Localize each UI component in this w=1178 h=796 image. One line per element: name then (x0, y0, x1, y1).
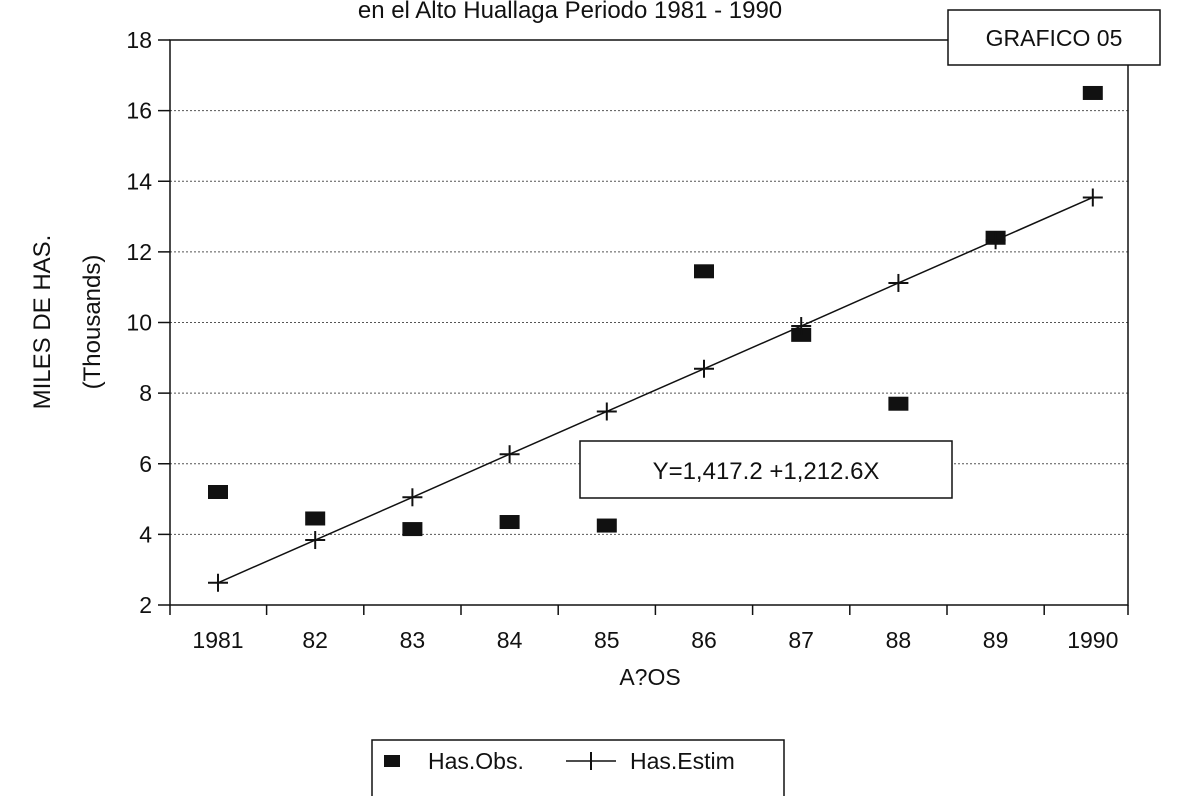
badge-label: GRAFICO 05 (986, 25, 1123, 51)
legend-label-obs: Has.Obs. (428, 748, 524, 774)
y-tick-label: 2 (139, 592, 152, 618)
y-tick-label: 14 (126, 168, 152, 194)
estim-point (694, 359, 714, 378)
x-axis: 1981 82 83 84 85 86 87 88 89 1990 (169, 605, 1129, 653)
estim-point (791, 317, 812, 336)
y-tick-label: 16 (126, 98, 152, 124)
y-tick-label: 18 (126, 27, 152, 53)
estim-point (402, 488, 423, 507)
obs-point (888, 396, 909, 411)
obs-point (694, 264, 714, 279)
estim-point (985, 231, 1006, 250)
x-tick-label: 88 (886, 627, 912, 653)
obs-point (208, 485, 228, 499)
obs-point (1082, 85, 1103, 100)
chart-title: en el Alto Huallaga Periodo 1981 - 1990 (358, 0, 782, 24)
x-tick-label: 89 (983, 627, 1009, 653)
x-tick-label: 1990 (1067, 627, 1118, 653)
estim-point (888, 273, 909, 292)
y-axis: 2 4 6 8 10 12 14 16 18 (126, 27, 170, 618)
plot-frame (169, 39, 1129, 606)
legend-label-estim: Has.Estim (630, 748, 735, 774)
y-axis-subtitle: (Thousands) (79, 255, 106, 390)
equation-label: Y=1,417.2 +1,212.6X (653, 458, 880, 485)
estimate-line (217, 196, 1094, 584)
estim-point (1082, 188, 1103, 207)
x-tick-label: 1981 (192, 627, 243, 653)
estim-point (208, 573, 228, 592)
badge-box: GRAFICO 05 (947, 9, 1161, 66)
obs-point (305, 511, 326, 526)
x-tick-label: 84 (497, 627, 523, 653)
y-axis-title: MILES DE HAS. (29, 235, 56, 410)
y-tick-label: 4 (139, 521, 152, 547)
data-markers (208, 85, 1103, 592)
x-tick-label: 85 (594, 627, 620, 653)
estim-point (499, 445, 520, 464)
x-tick-label: 86 (691, 627, 717, 653)
x-tick-label: 87 (788, 627, 814, 653)
x-axis-title: A?OS (619, 664, 680, 690)
obs-point (596, 518, 617, 533)
y-axis-label: MILES DE HAS. (Thousands) (29, 235, 106, 410)
estim-point (596, 402, 617, 421)
legend: Has.Obs. Has.Estim (371, 739, 785, 796)
y-tick-label: 8 (139, 380, 152, 406)
legend-frame (371, 739, 785, 796)
legend-symbol-estim (566, 752, 616, 770)
y-tick-label: 10 (126, 310, 152, 336)
legend-symbol-obs (384, 755, 400, 767)
x-tick-label: 83 (400, 627, 426, 653)
estim-point (305, 531, 326, 550)
x-tick-label: 82 (302, 627, 328, 653)
equation-box: Y=1,417.2 +1,212.6X (579, 440, 953, 499)
series-line (217, 196, 1094, 584)
y-tick-label: 6 (139, 451, 152, 477)
obs-point (402, 522, 423, 537)
obs-point (499, 515, 520, 530)
y-tick-label: 12 (126, 239, 152, 265)
